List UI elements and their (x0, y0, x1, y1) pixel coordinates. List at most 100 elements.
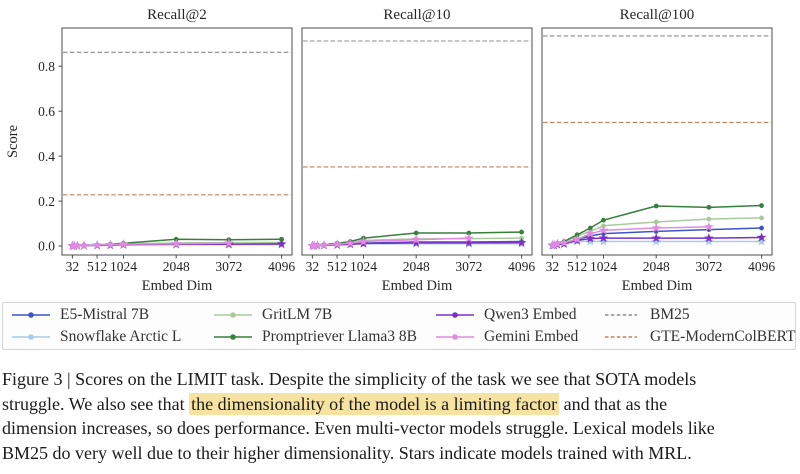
legend-column: BM25 GTE-ModernColBERT (601, 304, 795, 348)
legend-swatch-bm25 (605, 314, 637, 316)
legend-item-gte-moderncolbert: GTE-ModernColBERT (601, 326, 795, 348)
x-tick-label: 2048 (163, 259, 190, 274)
legend-item-qwen3-embed: Qwen3 Embed (435, 304, 578, 326)
marker-star-gemini-embed (345, 238, 356, 248)
x-tick-label: 4096 (268, 259, 295, 274)
marker-dot-promptriever-llama3-8b (413, 230, 419, 236)
y-axis-label: Score (5, 125, 21, 158)
panel-border (541, 27, 773, 256)
x-tick-label: 2048 (643, 259, 670, 274)
x-tick-label: 512 (567, 259, 587, 274)
marker-dot-promptriever-llama3-8b (466, 230, 472, 236)
marker-star-gemini-embed (171, 238, 181, 248)
marker-star-gemini-embed (411, 234, 421, 244)
x-tick-label: 3072 (695, 259, 722, 274)
x-tick-label: 1024 (350, 259, 377, 274)
legend-item-gritlm-7b: GritLM 7B (213, 304, 417, 326)
legend-label-bm25: BM25 (650, 306, 690, 323)
caption-text: dimension increases, so does performance… (2, 418, 715, 439)
marker-dot-promptriever-llama3-8b (587, 225, 593, 231)
x-tick-label: 3072 (455, 259, 482, 274)
x-tick-label: 2048 (403, 259, 430, 274)
marker-dot-promptriever-llama3-8b (653, 203, 659, 209)
legend-column: GritLM 7B Promptriever Llama3 8B (213, 304, 417, 348)
legend-label-gemini-embed: Gemini Embed (484, 328, 579, 345)
legend-swatch-e5-mistral-7b (12, 312, 50, 318)
legend-swatch-gritlm-7b (214, 312, 252, 318)
legend-swatch-snowflake-arctic-l (12, 334, 50, 340)
marker-dot-promptriever-llama3-8b (601, 217, 606, 223)
marker-star-gemini-embed (319, 240, 329, 250)
marker-star-gemini-embed (224, 238, 234, 248)
legend-item-bm25: BM25 (601, 304, 795, 326)
marker-dot-promptriever-llama3-8b (759, 203, 764, 208)
marker-star-qwen3-embed (411, 237, 421, 247)
marker-star-gemini-embed (358, 236, 369, 246)
marker-star-gemini-embed (598, 225, 609, 235)
figure-caption: Figure 3 | Scores on the LIMIT task. Des… (2, 367, 798, 466)
y-tick-label: 0.4 (38, 149, 55, 164)
legend-swatch-gte-moderncolbert (605, 336, 637, 338)
chart-legend: E5-Mistral 7B Snowflake Arctic L GritLM 7B… (2, 302, 796, 350)
marker-star-qwen3-embed (651, 233, 661, 243)
marker-star-gemini-embed (559, 237, 569, 247)
marker-star-qwen3-embed (704, 233, 714, 243)
caption-text: struggle. We also see that (2, 393, 190, 414)
marker-star-gemini-embed (552, 238, 563, 248)
marker-star-gemini-embed (312, 240, 323, 250)
legend-item-promptriever-llama3-8b: Promptriever Llama3 8B (213, 326, 417, 348)
caption-line: BM25 do very well due to their higher di… (2, 441, 798, 466)
legend-label-gritlm-7b: GritLM 7B (262, 306, 333, 323)
legend-swatch-qwen3-embed (436, 312, 474, 318)
marker-star-gemini-embed (105, 239, 116, 249)
caption-highlight: the dimensionality of the model is a lim… (189, 392, 560, 415)
y-tick-label: 0.2 (38, 194, 55, 209)
figure-charts: Recall@2 32 512 1024 2048 3072 4096 Embed Dim 0.… (5, 7, 775, 294)
marker-star-gemini-embed (332, 239, 342, 249)
marker-dot-promptriever-llama3-8b (519, 229, 524, 235)
marker-star-snowflake-arctic-l (585, 236, 596, 246)
panel-border (301, 27, 533, 256)
legend-item-e5-mistral-7b: E5-Mistral 7B (11, 304, 181, 326)
x-tick-label: 3072 (215, 259, 242, 274)
legend-label-gte-moderncolbert: GTE-ModernColBERT (650, 328, 796, 345)
marker-star-qwen3-embed (585, 233, 596, 243)
marker-star-qwen3-embed (276, 238, 287, 249)
x-tick-label: 1024 (110, 259, 137, 274)
marker-star-gemini-embed (309, 240, 319, 250)
marker-star-gemini-embed (704, 221, 714, 231)
x-axis-label: Embed Dim (382, 278, 453, 294)
caption-line: dimension increases, so does performance… (2, 416, 798, 441)
marker-star-gemini-embed (464, 233, 474, 243)
legend-item-gemini-embed: Gemini Embed (435, 326, 578, 348)
x-tick-label: 4096 (508, 259, 535, 274)
marker-star-gemini-embed (72, 240, 83, 250)
legend-column: Qwen3 Embed Gemini Embed (435, 304, 578, 348)
marker-dot-promptriever-llama3-8b (706, 204, 712, 210)
marker-dot-gritlm-7b (653, 219, 659, 225)
y-tick-label: 0.0 (38, 239, 55, 254)
panel-title-recall-2: Recall@2 (147, 7, 207, 23)
caption-text: and that as the (559, 393, 668, 414)
marker-dot-gritlm-7b (759, 215, 764, 221)
marker-star-gemini-embed (92, 240, 102, 250)
marker-star-snowflake-arctic-l (704, 236, 714, 246)
x-axis-label: Embed Dim (142, 278, 213, 294)
x-tick-label: 512 (87, 259, 107, 274)
x-tick-label: 4096 (748, 259, 775, 274)
y-tick-label: 0.8 (38, 59, 55, 74)
marker-star-snowflake-arctic-l (598, 236, 609, 246)
marker-star-snowflake-arctic-l (651, 236, 661, 246)
legend-label-qwen3-embed: Qwen3 Embed (484, 306, 577, 323)
legend-column: E5-Mistral 7B Snowflake Arctic L (11, 304, 181, 348)
y-tick-label: 0.6 (38, 104, 55, 119)
marker-star-gemini-embed (651, 223, 661, 233)
legend-item-snowflake-arctic-l: Snowflake Arctic L (11, 326, 181, 348)
x-tick-label: 32 (66, 259, 80, 274)
caption-line: struggle. We also see that the dimension… (2, 392, 798, 417)
marker-star-gemini-embed (549, 239, 559, 249)
x-tick-label: 1024 (590, 259, 617, 274)
marker-dot-gritlm-7b (706, 216, 712, 222)
x-tick-label: 32 (306, 259, 320, 274)
